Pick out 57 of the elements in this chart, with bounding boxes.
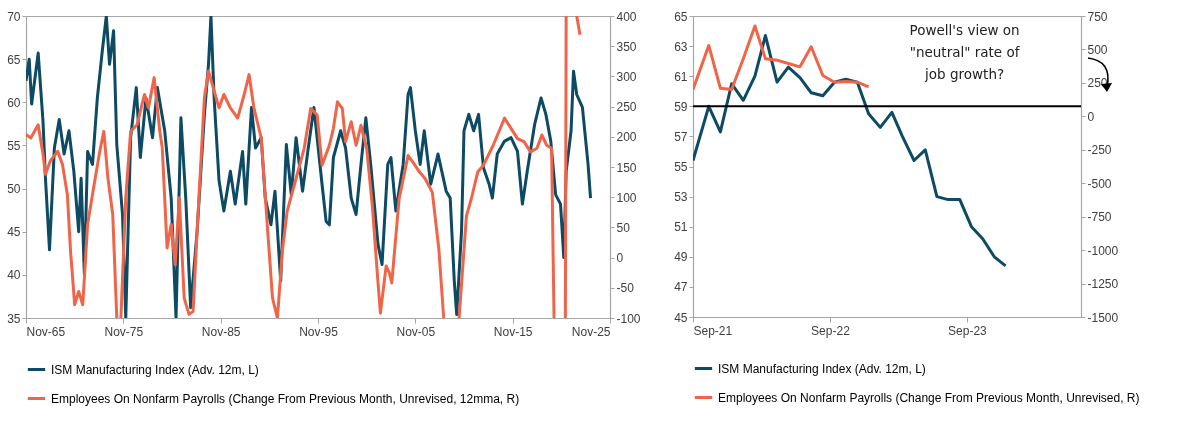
y-tick-label: 65 — [674, 9, 688, 24]
y2-tick-label: -1000 — [1087, 243, 1119, 258]
x-tick-label: Nov-65 — [26, 324, 66, 339]
y2-tick-label: 50 — [616, 220, 631, 235]
y-tick-label: 57 — [674, 129, 688, 144]
line-series — [693, 34, 1008, 268]
y-tick-label: 47 — [674, 280, 688, 295]
x-tick-label: Sep-21 — [693, 323, 733, 338]
y-tick-label: 53 — [674, 190, 688, 205]
legend-label: ISM Manufacturing Index (Adv. 12m, L) — [718, 361, 926, 376]
y-tick-label: 55 — [674, 160, 688, 174]
y-tick-label: 65 — [7, 52, 21, 67]
y-tick-label: 59 — [674, 99, 688, 114]
y-tick-label: 61 — [674, 69, 688, 84]
y-tick-label: 45 — [7, 225, 21, 240]
y-tick-label: 70 — [7, 9, 21, 24]
y2-tick-label: -1500 — [1087, 310, 1119, 325]
line-series — [693, 24, 871, 92]
y-tick-label: 55 — [7, 138, 21, 153]
x-tick-label: Nov-05 — [396, 324, 436, 339]
x-tick-label: Nov-25 — [571, 324, 611, 339]
y2-tick-label: -50 — [616, 281, 635, 296]
y2-tick-label: -1250 — [1087, 277, 1119, 292]
y-tick-label: 63 — [674, 39, 688, 54]
legend-label: ISM Manufacturing Index (Adv. 12m, L) — [51, 362, 259, 377]
y2-tick-label: -500 — [1087, 176, 1112, 191]
y-tick-label: 60 — [7, 95, 21, 110]
x-tick-label: Nov-75 — [104, 324, 144, 339]
y2-tick-label: 400 — [616, 9, 637, 24]
x-tick-label: Sep-22 — [811, 323, 851, 338]
y-tick-label: 35 — [7, 311, 21, 326]
y2-tick-label: 200 — [616, 130, 637, 145]
x-tick-label: Nov-95 — [299, 324, 339, 339]
y-tick-label: 40 — [7, 268, 21, 283]
x-tick-label: Sep-23 — [948, 323, 988, 338]
y2-tick-label: -250 — [1087, 143, 1112, 158]
y2-tick-label: 750 — [1087, 9, 1108, 24]
annotation: Powell's view on "neutral" rate of job growth? — [909, 22, 1021, 82]
y2-tick-label: 0 — [616, 251, 624, 266]
y-tick-label: 49 — [674, 250, 688, 265]
y2-tick-label: 250 — [616, 100, 637, 115]
legend-label: Employees On Nonfarm Payrolls (Change From Previous Month, Unrevised, 12mma, R) — [51, 391, 520, 406]
y2-tick-label: 250 — [1087, 76, 1108, 91]
y-tick-label: 50 — [7, 182, 21, 197]
y2-tick-label: -750 — [1087, 210, 1112, 225]
y2-tick-label: 0 — [1087, 109, 1095, 124]
legend-label: Employees On Nonfarm Payrolls (Change From Previous Month, Unrevised, R) — [718, 390, 1140, 405]
y-tick-label: 51 — [674, 220, 688, 235]
y2-tick-label: 350 — [616, 39, 637, 54]
y2-tick-label: 300 — [616, 69, 637, 84]
x-tick-label: Nov-85 — [201, 324, 241, 339]
y2-tick-label: -100 — [616, 311, 641, 326]
y2-tick-label: 150 — [616, 160, 637, 175]
y2-tick-label: 500 — [1087, 42, 1108, 57]
y-tick-label: 45 — [674, 310, 688, 325]
y2-tick-label: 100 — [616, 190, 637, 205]
x-tick-label: Nov-15 — [493, 324, 533, 339]
